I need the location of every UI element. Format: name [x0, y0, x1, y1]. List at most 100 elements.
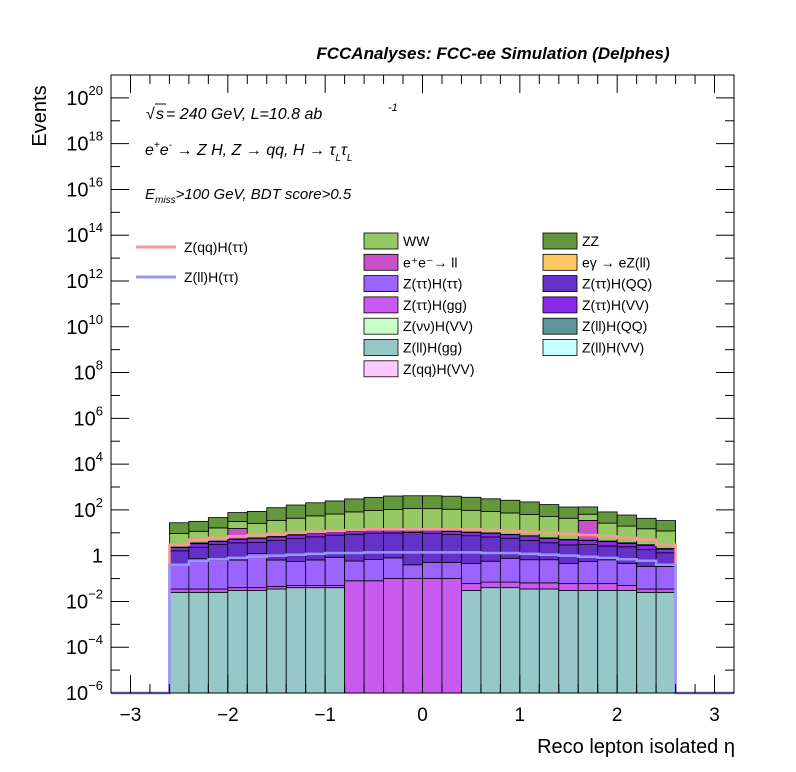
bar-z-h: [577, 561, 599, 585]
bar-z-h-qq: [577, 544, 599, 562]
stacked-bars: [169, 495, 676, 694]
legend-backgrounds: WW ZZ e⁺e⁻→ ll eγ → eZ(ll) Z(ττ)H(ττ) Z(ττ)H(…: [363, 232, 652, 378]
bar-zz: [597, 511, 618, 524]
legend-label: Z(ττ)H(ττ): [403, 276, 462, 292]
bar-z-h-gg: [227, 587, 248, 591]
legend-label: Z(qq)H(VV): [403, 361, 475, 377]
legend-signals: Z(qq)H(ττ) Z(ll)H(ττ): [136, 239, 248, 285]
cuts-line: Emiss>100 GeV, BDT score>0.5: [145, 186, 352, 206]
bar-zz: [324, 500, 346, 515]
legend-line-label: Z(ll)H(ττ): [184, 269, 239, 285]
bar-zz: [422, 495, 443, 510]
bar-z-h-qq: [363, 532, 384, 560]
legend-swatch: [363, 360, 399, 378]
bar-zz: [188, 520, 209, 532]
bar-z-h-qq: [207, 543, 229, 561]
bar-zz: [558, 506, 579, 519]
bar-z-ll-h-gg: [480, 587, 501, 694]
bar-z-h: [383, 557, 404, 579]
bar-z-h-qq: [169, 550, 190, 565]
bar-z-h-gg: [558, 583, 579, 591]
bar-z-h-qq: [266, 540, 287, 561]
bar-z-h-qq: [188, 546, 209, 560]
bar-zz: [480, 498, 501, 512]
legend-swatch: [363, 296, 399, 314]
energy-exponent: -1: [388, 102, 398, 114]
bar-z-h: [616, 563, 638, 586]
bar-z-h: [266, 559, 287, 587]
bar-z-h-qq: [499, 537, 521, 559]
legend-swatch: [542, 296, 578, 314]
bar-zz: [519, 501, 540, 515]
bar-z-h-qq: [558, 544, 579, 564]
bar-z-h-vv: [227, 538, 248, 544]
bar-z-h: [227, 559, 248, 589]
legend-label: e⁺e⁻→ ll: [403, 254, 457, 270]
y-tick-label: 1020: [66, 83, 103, 110]
bar-z-h-qq: [422, 532, 443, 563]
bar-z-ll-h-gg: [558, 590, 579, 694]
x-tick-label: −2: [217, 705, 239, 726]
sqrt-symbol: √: [146, 106, 155, 123]
bar-z-ll-h-gg: [461, 590, 482, 694]
annotation-energy: √ s = 240 GeV, L=10.8 ab -1: [146, 102, 398, 123]
bar-z-h: [188, 558, 209, 590]
bar-z-h: [285, 561, 307, 586]
bar-z-h-gg: [461, 583, 482, 591]
bar-z-h-qq: [402, 531, 423, 566]
bar-z-h: [169, 563, 190, 590]
chart-title: FCCAnalyses: FCC-ee Simulation (Delphes): [316, 44, 670, 63]
bar-z-h: [422, 562, 443, 579]
bar-z-h: [363, 559, 384, 582]
bar-z-ll-h-gg: [324, 587, 346, 694]
bar-ww: [597, 522, 618, 542]
y-tick-label: 104: [74, 449, 103, 476]
bar-z-h-qq: [383, 532, 404, 559]
bar-z-h: [441, 562, 462, 579]
y-tick-label: 1: [92, 546, 103, 568]
bar-z-h: [246, 553, 268, 589]
bar-z-h-vv: [461, 531, 482, 537]
y-axis-label: Events: [29, 85, 51, 146]
bar-ww: [383, 509, 404, 531]
bar-zz: [207, 517, 229, 529]
bar-z-h-gg: [422, 578, 443, 694]
legend-swatch: [363, 253, 399, 271]
signal-lines: [111, 528, 734, 695]
bar-z-ll-h-gg: [305, 587, 326, 694]
bar-zz: [363, 496, 384, 511]
bar-ww: [422, 508, 443, 531]
bar-z-h-qq: [344, 533, 365, 562]
bar-z-h-qq: [480, 536, 501, 562]
bar-zz: [169, 522, 190, 534]
bar-ww: [207, 527, 229, 542]
bar-zz: [383, 495, 404, 510]
bar-z-h-vv: [499, 534, 521, 539]
x-tick-label: 1: [515, 705, 526, 726]
x-tick-label: 0: [417, 705, 428, 726]
y-tick-label: 10−4: [66, 632, 103, 659]
x-tick-label: 3: [709, 705, 720, 726]
legend-label: eγ → eZ(ll): [582, 254, 650, 270]
bar-z-h-vv: [577, 540, 599, 545]
legend-line-label: Z(qq)H(ττ): [184, 239, 248, 255]
bar-zz: [305, 502, 326, 517]
bar-z-h: [597, 559, 618, 585]
y-tick-label: 1010: [66, 312, 103, 339]
bar-z-h-gg: [655, 588, 676, 593]
bar-z-h-vv: [636, 544, 657, 551]
cuts-text: >100 GeV, BDT score>0.5: [176, 186, 352, 203]
bar-ww: [324, 513, 346, 533]
cuts-e: E: [145, 186, 156, 203]
bar-z-ll-h-gg: [227, 590, 248, 694]
legend-label: Z(ll)H(VV): [582, 340, 644, 356]
bar-z-h-qq: [441, 533, 462, 563]
bar-z-ll-h-gg: [266, 588, 287, 694]
x-tick-label: −3: [120, 705, 142, 726]
bar-z-h-qq: [538, 542, 560, 561]
bar-zz: [499, 499, 521, 514]
legend-label: WW: [403, 233, 430, 249]
bar-z-h-vv: [246, 537, 268, 543]
bar-e-e-ll: [577, 520, 599, 541]
legend-swatch: [363, 275, 399, 293]
